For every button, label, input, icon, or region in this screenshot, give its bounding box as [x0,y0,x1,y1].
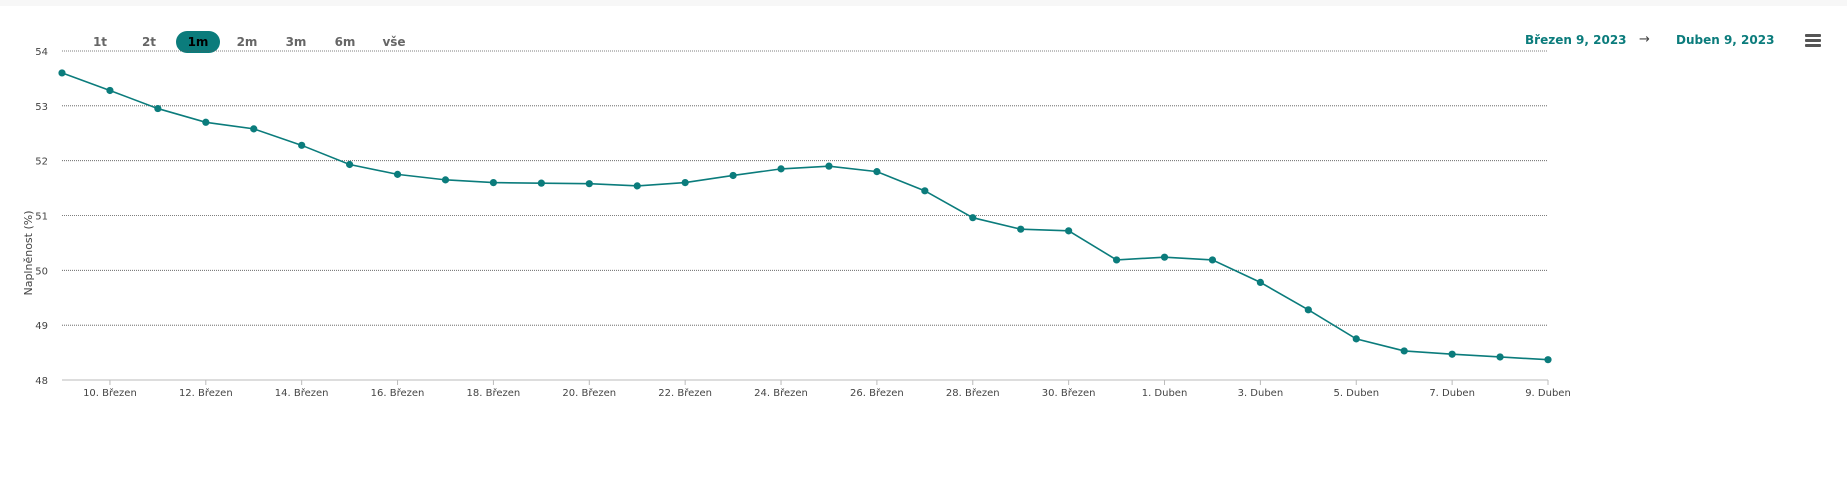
series [58,69,1552,364]
data-point[interactable] [58,69,66,77]
data-point[interactable] [1400,347,1408,355]
x-tick-label: 1. Duben [1142,388,1188,399]
data-point[interactable] [585,180,593,188]
data-point[interactable] [537,179,545,187]
y-tick-label: 48 [35,376,48,387]
hamburger-menu-icon[interactable] [1805,34,1821,48]
date-range-arrow: → [1639,32,1650,47]
x-tick-label: 5. Duben [1333,388,1379,399]
x-tick-label: 30. Březen [1042,387,1096,399]
data-point[interactable] [1112,256,1121,264]
x-tick-label: 14. Březen [275,387,329,399]
data-point[interactable] [681,179,689,187]
y-tick-label: 53 [35,102,48,113]
range-button-2m[interactable]: 2m [236,35,258,49]
data-point[interactable] [441,176,450,184]
x-tick-label: 20. Březen [562,387,616,399]
data-point[interactable] [489,179,498,187]
data-point[interactable] [825,162,833,170]
x-tick-label: 28. Březen [946,387,1000,399]
range-button-3m[interactable]: 3m [285,35,307,49]
range-selector: 1t 2t 1m 2m 3m 6m vše [78,31,421,53]
data-point[interactable] [1065,227,1073,235]
data-point[interactable] [1448,350,1456,358]
data-point[interactable] [1017,225,1025,233]
x-tick-label: 12. Březen [179,387,233,399]
data-point[interactable] [346,160,354,169]
data-point[interactable] [777,165,785,173]
y-tick-label: 50 [35,266,48,277]
data-point[interactable] [1208,256,1217,264]
chart-card: 1t 2t 1m 2m 3m 6m vše Březen 9, 2023 → Duben 9… [0,6,1847,501]
date-range-end[interactable]: Duben 9, 2023 [1676,33,1775,47]
x-tick-label: 9. Duben [1525,388,1571,399]
data-point[interactable] [1496,353,1504,361]
data-point[interactable] [1352,335,1360,343]
series-line [61,72,1549,361]
x-tick-label: 22. Březen [658,387,712,399]
y-tick-label: 49 [35,321,48,332]
data-point[interactable] [1304,306,1312,314]
x-tick-label: 18. Březen [467,387,521,399]
data-point[interactable] [202,118,210,126]
data-point[interactable] [393,170,402,178]
x-tick-label: 16. Březen [371,387,425,399]
range-button-6m[interactable]: 6m [334,35,356,49]
x-tick-label: 26. Březen [850,387,904,399]
range-button-2t[interactable]: 2t [141,35,157,49]
y-tick-label: 54 [35,47,48,58]
data-point[interactable] [154,104,162,113]
range-button-vše[interactable]: vše [382,35,406,49]
data-point[interactable] [873,168,881,176]
axes: 48 49 50 51 52 53 54 10. Březen 12. Březen 14. Bř… [35,47,1571,399]
data-point[interactable] [106,86,114,95]
x-tick-label: 10. Březen [83,387,137,399]
x-tick-label: 7. Duben [1429,388,1475,399]
date-range-start[interactable]: Březen 9, 2023 [1525,33,1627,47]
y-axis-label: Naplněnost (%) [22,210,35,295]
data-point[interactable] [1256,278,1264,286]
data-point[interactable] [1160,253,1169,261]
data-point[interactable] [250,125,258,133]
y-tick-label: 51 [35,212,48,223]
data-point[interactable] [1544,356,1552,364]
data-point[interactable] [298,141,306,149]
grid-lines [62,50,1548,326]
data-point[interactable] [633,182,641,190]
range-button-1t[interactable]: 1t [92,35,108,49]
data-point[interactable] [921,187,929,195]
x-tick-label: 3. Duben [1238,388,1284,399]
data-point[interactable] [729,171,737,180]
x-tick-label: 24. Březen [754,387,808,399]
y-tick-label: 52 [35,157,48,168]
data-point[interactable] [969,214,977,222]
range-button-1m[interactable]: 1m [176,31,220,53]
